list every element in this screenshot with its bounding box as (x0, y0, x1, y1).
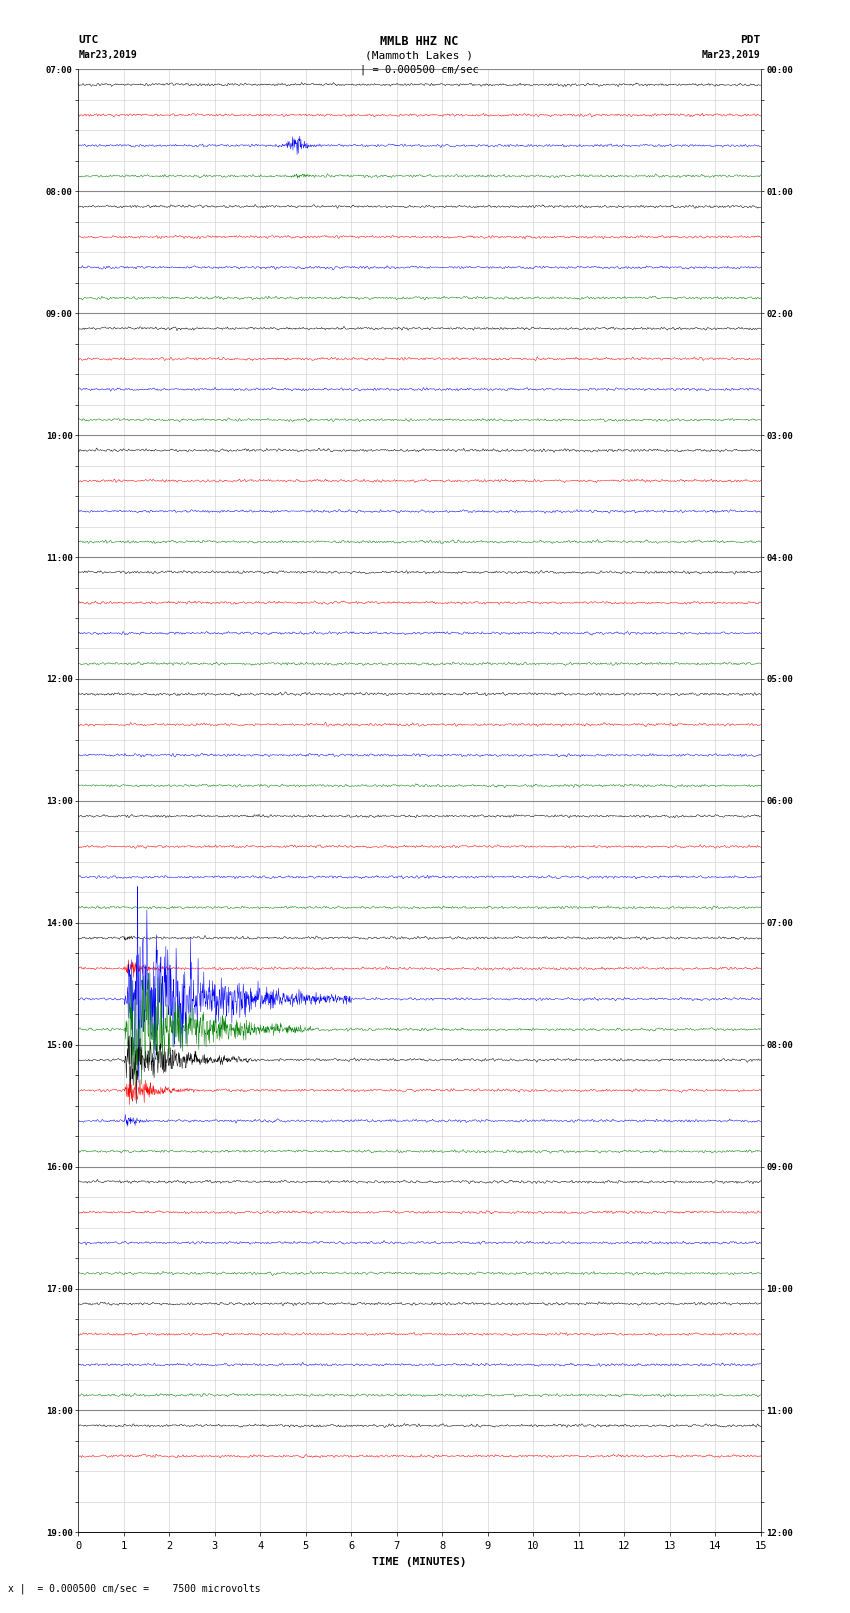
Text: x |  = 0.000500 cm/sec =    7500 microvolts: x | = 0.000500 cm/sec = 7500 microvolts (8, 1582, 261, 1594)
Text: | = 0.000500 cm/sec: | = 0.000500 cm/sec (360, 65, 479, 76)
Text: PDT: PDT (740, 35, 761, 45)
Text: Mar23,2019: Mar23,2019 (78, 50, 137, 60)
Text: Mar23,2019: Mar23,2019 (702, 50, 761, 60)
Text: (Mammoth Lakes ): (Mammoth Lakes ) (366, 50, 473, 60)
X-axis label: TIME (MINUTES): TIME (MINUTES) (372, 1557, 467, 1566)
Text: MMLB HHZ NC: MMLB HHZ NC (380, 35, 459, 48)
Text: UTC: UTC (78, 35, 99, 45)
